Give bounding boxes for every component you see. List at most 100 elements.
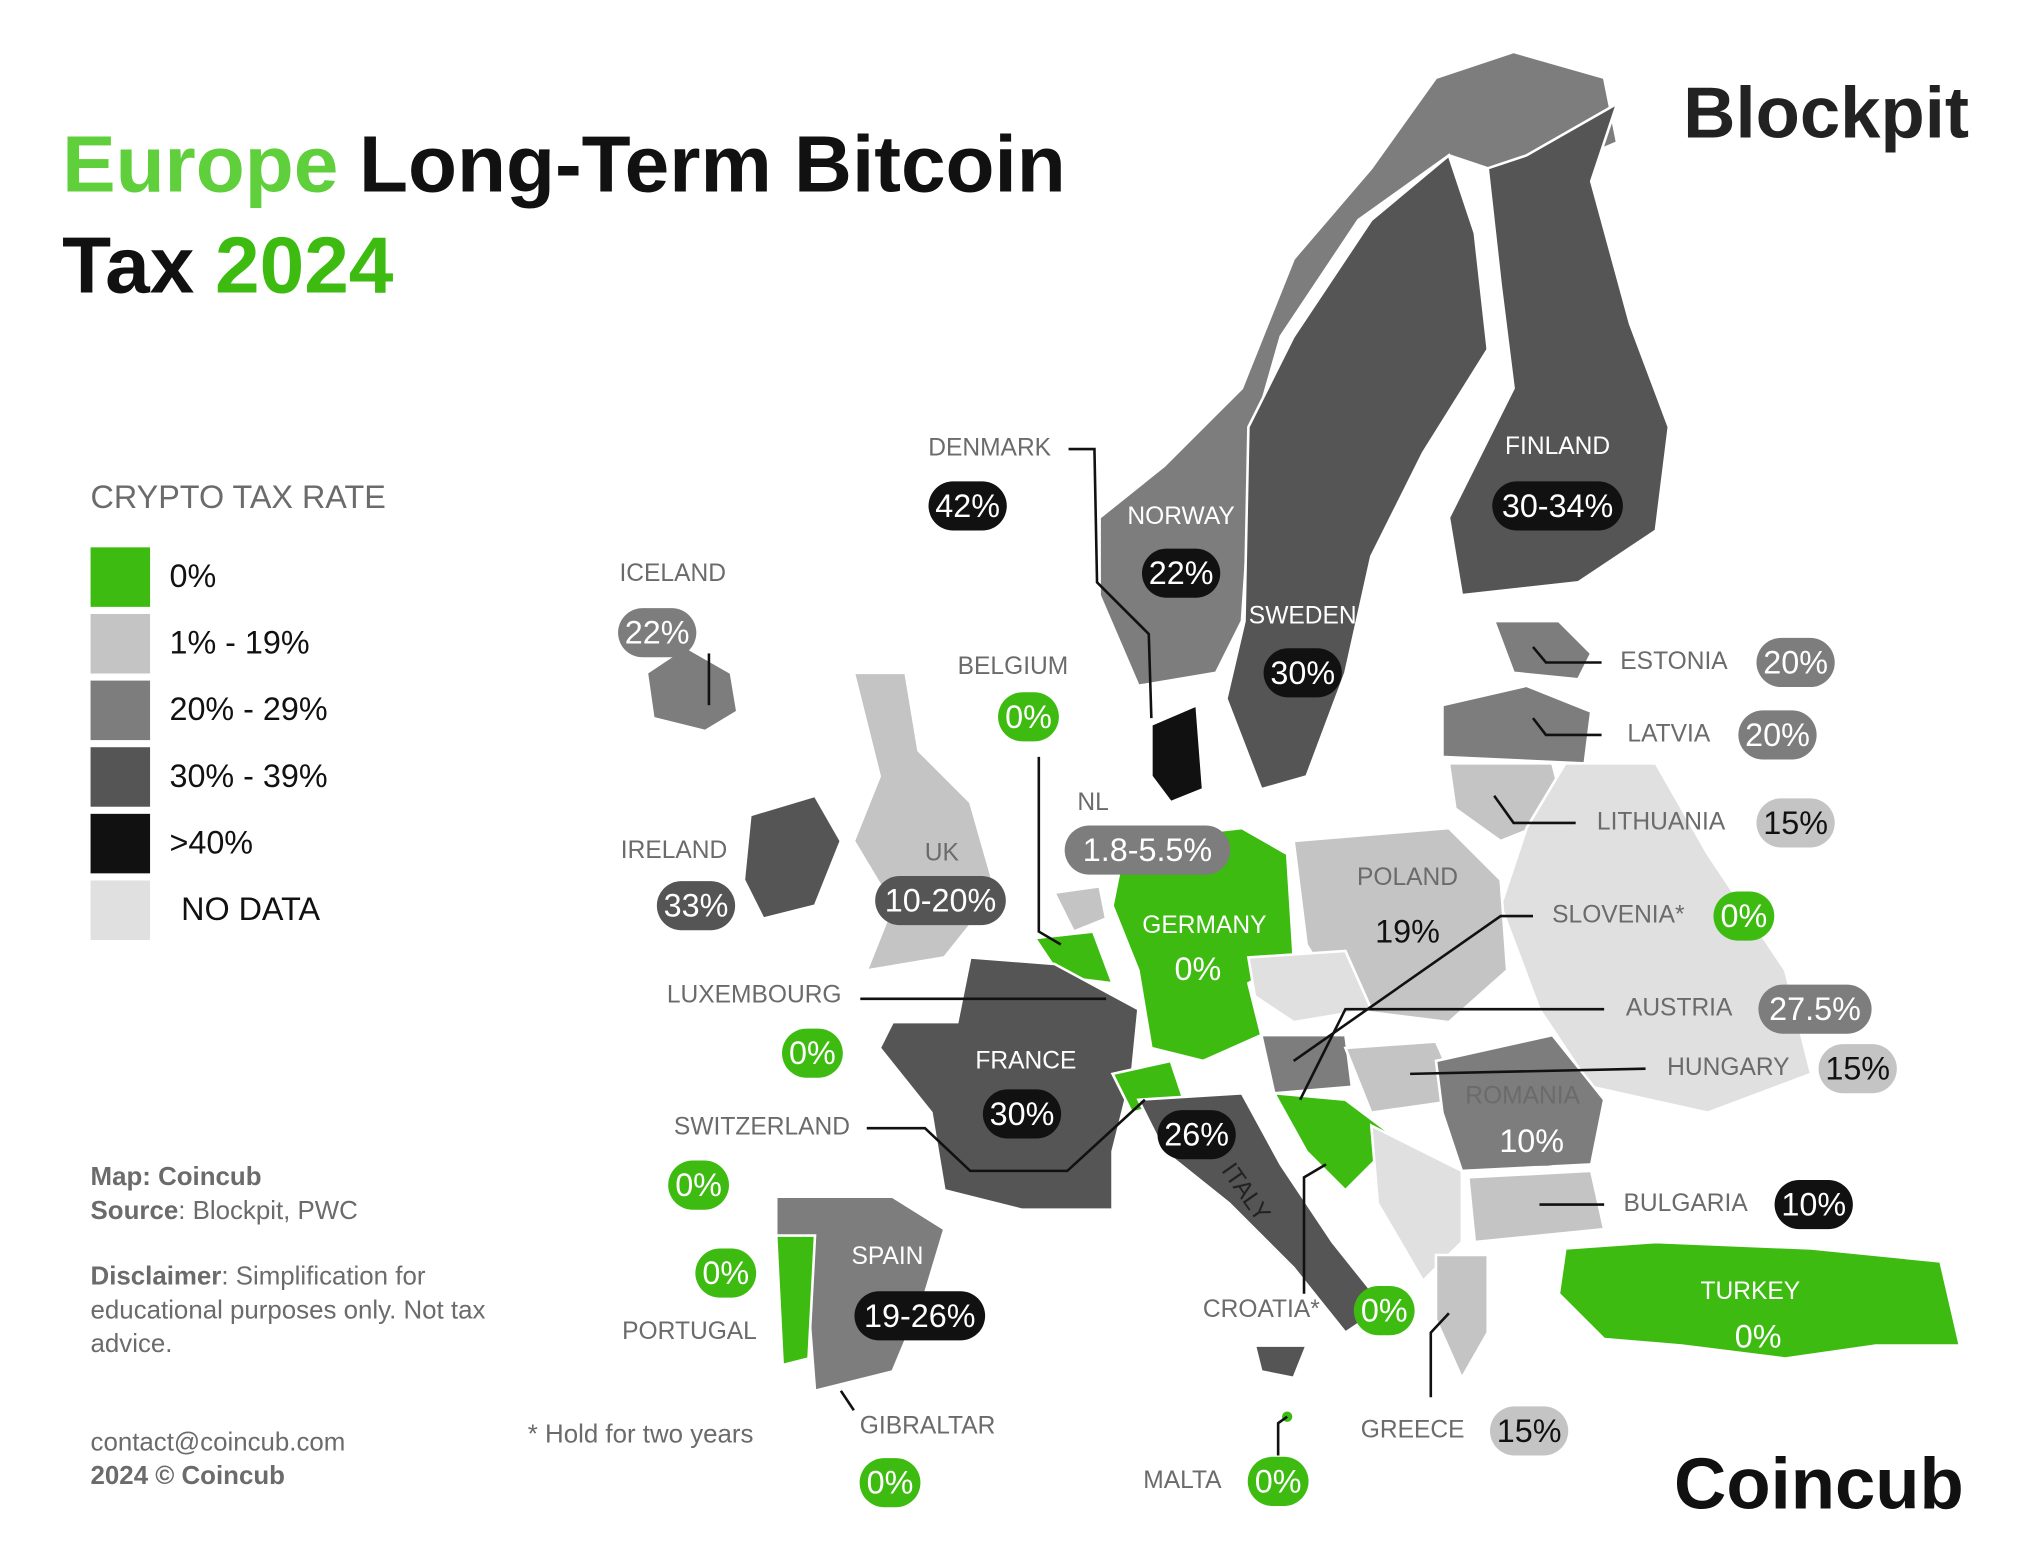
disclaimer-text: : Simplification for	[221, 1263, 425, 1291]
legend-swatch	[90, 747, 151, 807]
rate-pill	[1738, 710, 1817, 760]
country-name: AUSTRIA	[1626, 995, 1733, 1022]
rate-pill	[859, 1458, 921, 1508]
rate-pill	[1141, 548, 1221, 598]
rate-pill	[1758, 984, 1872, 1034]
rate-pill	[1756, 637, 1835, 688]
legend-label: 30% - 39%	[169, 758, 327, 794]
norway-shape	[1098, 50, 1619, 688]
leader-line	[1493, 794, 1576, 825]
rate-pill	[1492, 1116, 1571, 1166]
leader-line	[1292, 914, 1533, 1062]
country-name: NORWAY	[1127, 503, 1234, 530]
rate-label: 10-20%	[885, 883, 996, 919]
rate-pill	[875, 875, 1006, 926]
rate-label: 22%	[625, 615, 690, 651]
rate-pill	[1064, 825, 1231, 875]
title-word: Europe	[62, 119, 338, 209]
rate-label: 15%	[1497, 1413, 1562, 1449]
country-name: GIBRALTAR	[860, 1413, 996, 1440]
country-name: FINLAND	[1505, 433, 1610, 460]
title-line-1: Europe Long-Term Bitcoin	[62, 119, 1066, 209]
country-name: UK	[925, 839, 960, 866]
disclaimer-label: Disclaimer	[91, 1263, 222, 1291]
rate-pill	[982, 1089, 1062, 1139]
country-name: IRELAND	[621, 837, 727, 864]
rate-label: 42%	[935, 488, 1000, 524]
portugal-shape	[774, 1234, 817, 1367]
rate-pill	[1263, 648, 1342, 698]
country-name: BELGIUM	[958, 653, 1069, 680]
source-credit: Source: Blockpit, PWC	[91, 1197, 358, 1225]
country-name: ROMANIA	[1465, 1083, 1580, 1110]
leader-line	[839, 1390, 855, 1411]
rate-pill	[668, 1160, 729, 1210]
rate-label: 19%	[1375, 914, 1440, 950]
country-name: DENMARK	[928, 435, 1051, 462]
rate-label: 15%	[1825, 1051, 1890, 1087]
country-name: PORTUGAL	[622, 1318, 757, 1345]
country-name: FRANCE	[975, 1048, 1076, 1075]
leader-line	[1276, 1415, 1288, 1456]
estonia-shape	[1492, 619, 1593, 681]
title-word: Tax	[62, 219, 195, 309]
rate-pill	[1756, 798, 1835, 848]
country-name: ESTONIA	[1620, 648, 1728, 675]
country-name: LUXEMBOURG	[667, 982, 842, 1009]
sweden-shape	[1225, 153, 1490, 791]
title-word: Long-Term Bitcoin	[359, 119, 1066, 209]
country-name: GREECE	[1361, 1416, 1465, 1443]
leader-line	[1410, 1067, 1646, 1076]
iceland-shape	[645, 645, 739, 733]
source-label: Source	[91, 1197, 179, 1225]
country-name: BULGARIA	[1624, 1190, 1749, 1217]
legend-swatch	[90, 547, 151, 607]
rate-label: 0%	[1735, 1318, 1782, 1354]
rate-pill	[1247, 1456, 1309, 1506]
bulgaria-shape	[1466, 1169, 1606, 1244]
rate-label: 0%	[702, 1255, 749, 1291]
legend: 0% 1% - 19% 20% - 29% 30% - 39% >40% NO DATA	[90, 547, 328, 940]
rate-label: 10%	[1499, 1123, 1564, 1159]
sicily-shape	[1253, 1344, 1309, 1380]
country-name: MALTA	[1143, 1467, 1222, 1494]
leader-line	[1037, 756, 1062, 946]
rate-pill	[854, 1291, 986, 1341]
czechia-shape	[1246, 949, 1374, 1024]
rate-label: 30%	[1270, 655, 1335, 691]
footnote: * Hold for two years	[528, 1421, 754, 1449]
rate-label: 0%	[1175, 951, 1222, 987]
rate-label: 0%	[1255, 1463, 1302, 1499]
leader-lines	[707, 447, 1646, 1456]
country-name: GERMANY	[1142, 912, 1266, 939]
rate-pill	[998, 692, 1059, 742]
rate-pill	[928, 481, 1007, 531]
uk-shape	[852, 671, 998, 973]
rate-label: 22%	[1149, 555, 1214, 591]
rate-pill	[1713, 891, 1775, 941]
leader-line	[1531, 717, 1602, 737]
leader-line	[1302, 1163, 1327, 1294]
rate-pill	[656, 881, 736, 931]
rate-pill	[618, 608, 697, 658]
rate-label: 0%	[1005, 699, 1052, 735]
leader-line	[866, 1098, 1146, 1173]
austria-shape	[1259, 1033, 1354, 1095]
rate-pill	[1489, 1406, 1569, 1456]
country-labels: DENMARK 42% NORWAY 22% FINLAND 30-34% ICELAND 2…	[618, 433, 1897, 1508]
rate-pill	[695, 1248, 757, 1298]
rate-label: 0%	[789, 1035, 836, 1071]
country-name: TURKEY	[1701, 1278, 1801, 1305]
legend-title: CRYPTO TAX RATE	[91, 479, 386, 515]
rate-label: 15%	[1763, 805, 1828, 841]
rate-label: 20%	[1763, 644, 1828, 680]
map-credit: Map: Coincub	[91, 1163, 262, 1191]
legend-label: >40%	[169, 824, 253, 860]
credit-value: Coincub	[158, 1163, 261, 1191]
rate-label: 30-34%	[1502, 488, 1613, 524]
country-name: SWITZERLAND	[674, 1114, 850, 1141]
rate-label: 30%	[990, 1096, 1055, 1132]
legend-label: 1% - 19%	[169, 625, 309, 661]
copyright: 2024 © Coincub	[91, 1462, 285, 1490]
